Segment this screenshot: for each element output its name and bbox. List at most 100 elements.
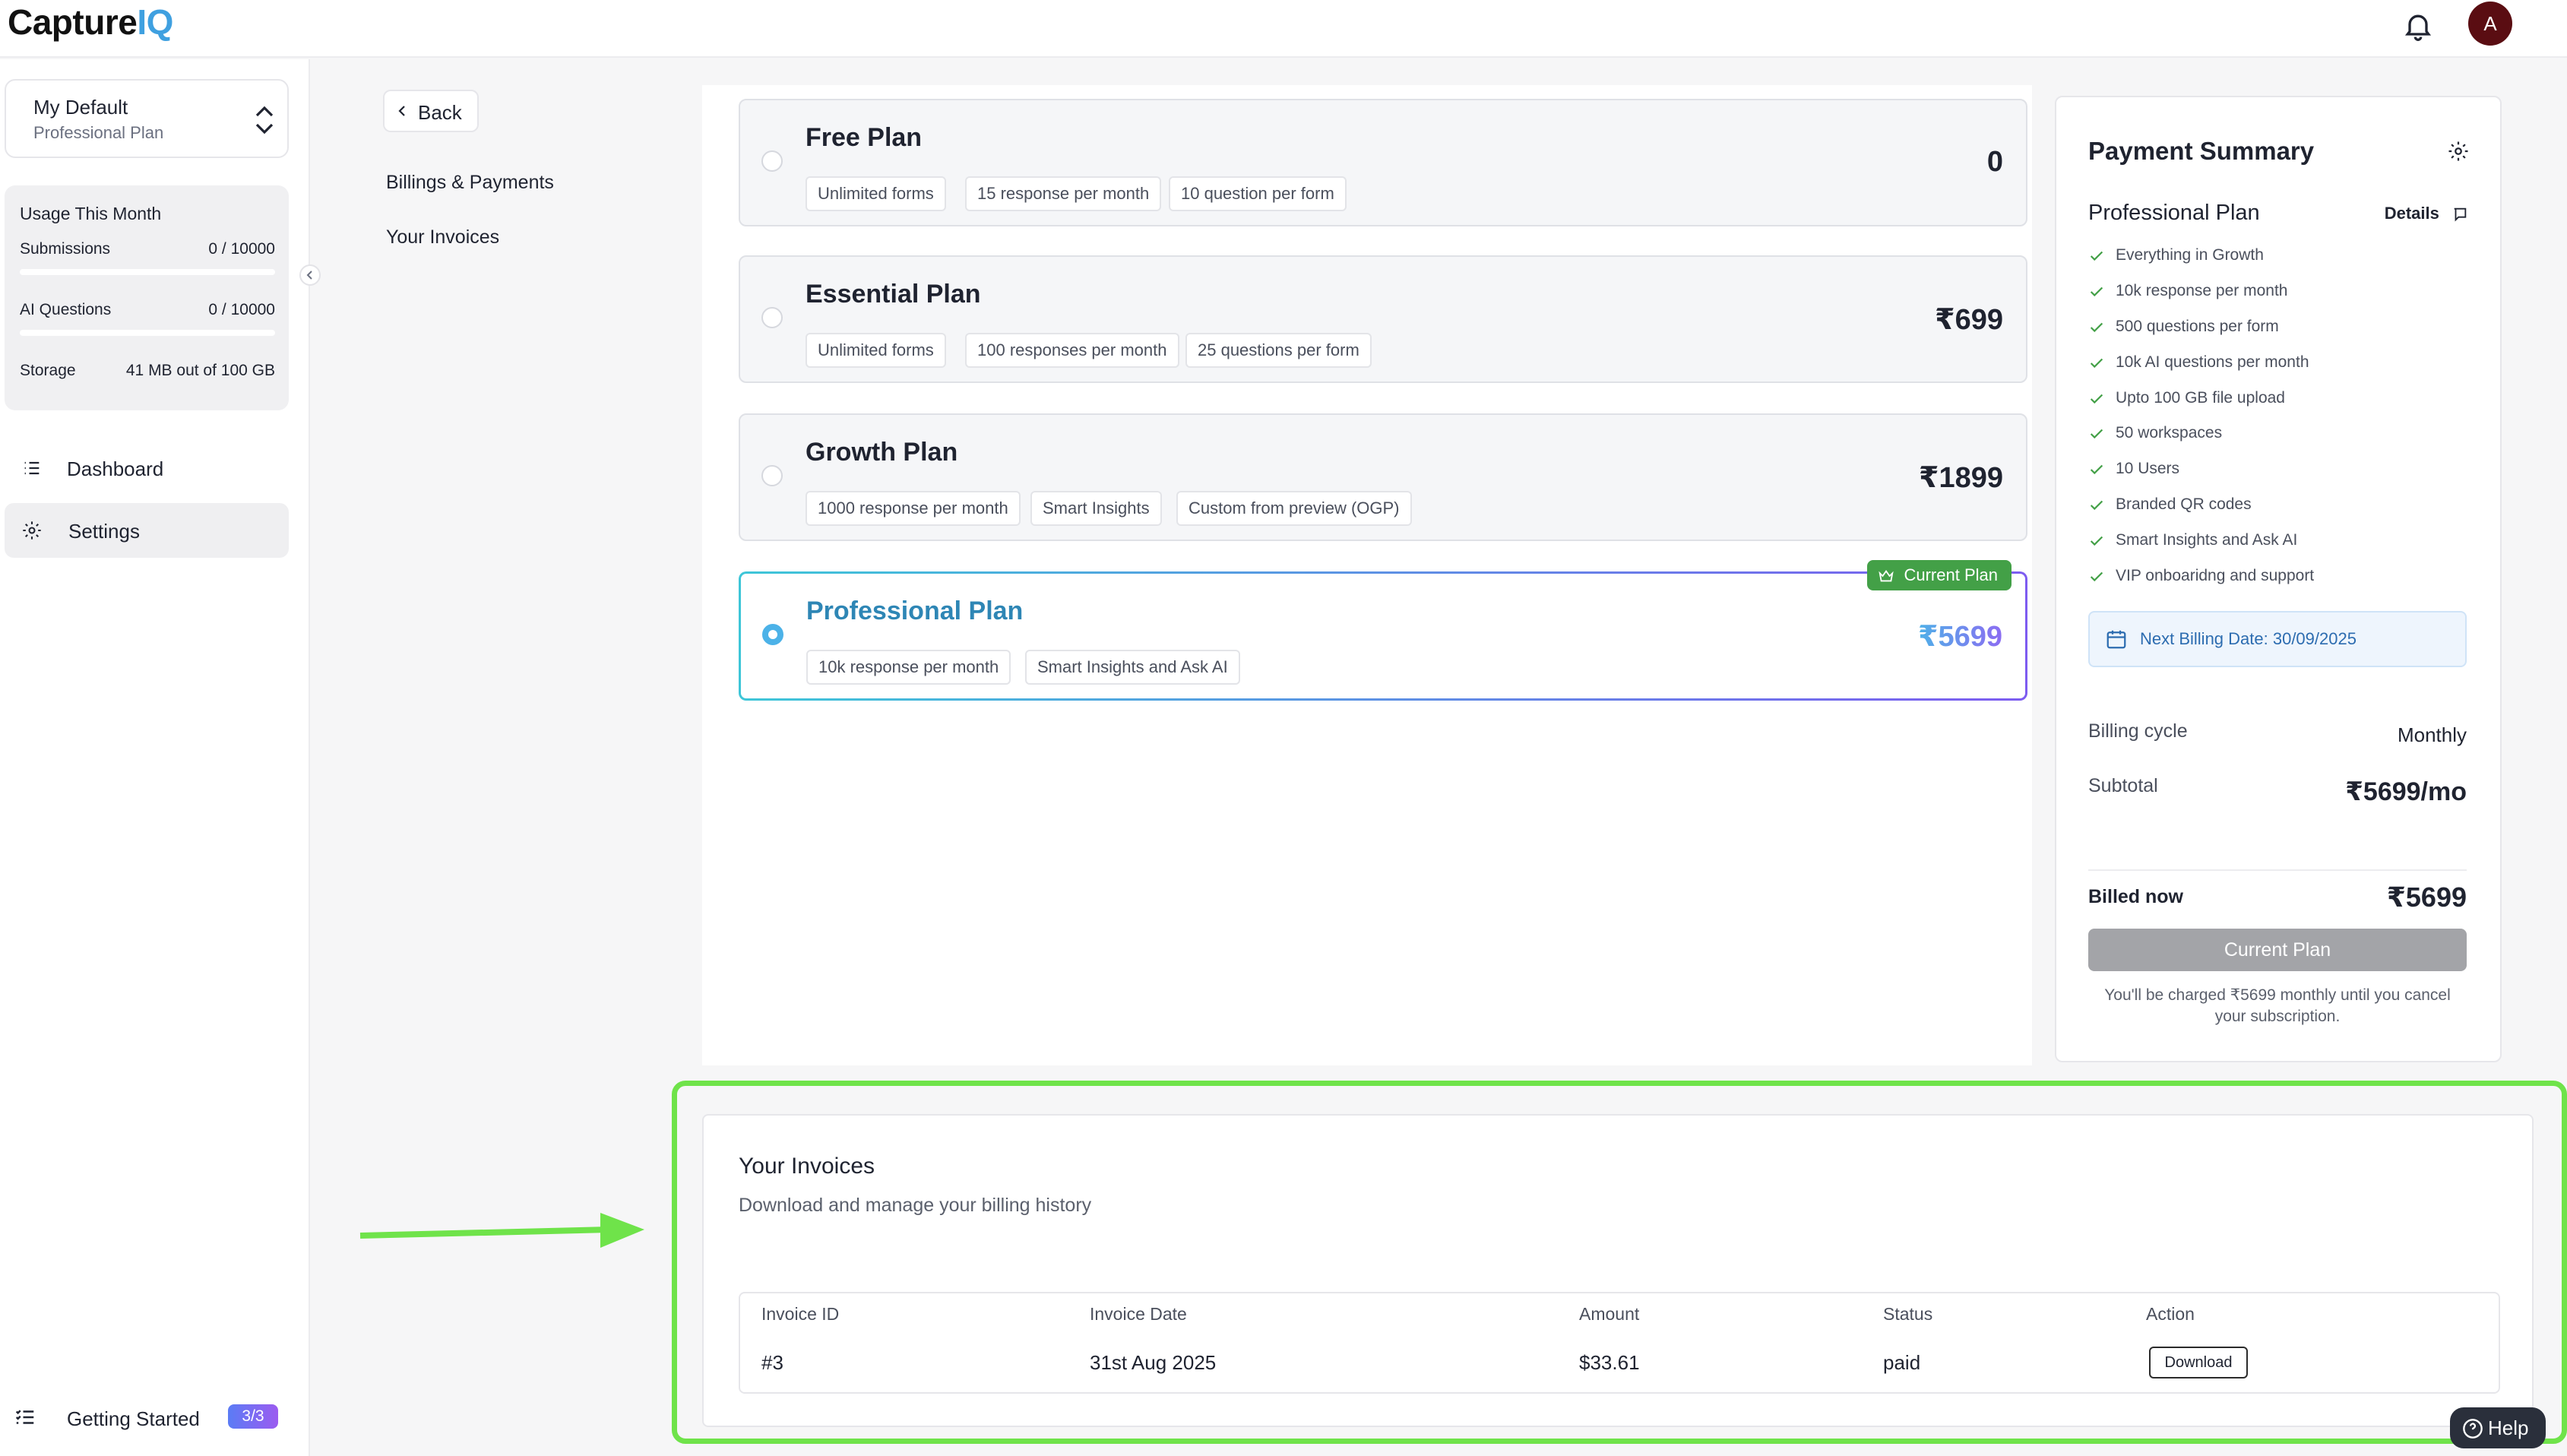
checklist-icon (15, 1410, 34, 1424)
invoice-date: 31st Aug 2025 (1090, 1351, 1217, 1374)
plan-radio[interactable] (761, 465, 783, 486)
getting-started-badge: 3/3 (228, 1404, 278, 1429)
usage-title: Usage This Month (20, 204, 162, 223)
plan-card-free[interactable]: Free Plan Unlimited forms 15 response pe… (739, 99, 2027, 226)
bell-icon[interactable] (2401, 9, 2435, 43)
usage-storage: Storage 41 MB out of 100 GB (20, 362, 275, 380)
check-icon (2090, 251, 2103, 261)
summary-divider (2088, 869, 2467, 871)
sidebar-collapse-button[interactable] (299, 264, 321, 286)
invoices-table: Invoice ID Invoice Date Amount Status Ac… (739, 1292, 2500, 1394)
plan-feature-chip: 1000 response per month (806, 491, 1021, 526)
getting-started[interactable]: Getting Started 3/3 (11, 1400, 299, 1438)
invoice-status: paid (1883, 1351, 1921, 1374)
back-label: Back (418, 101, 462, 124)
plan-feature-chip: Unlimited forms (806, 333, 946, 368)
check-icon (2090, 500, 2103, 511)
help-label: Help (2488, 1416, 2529, 1439)
gear-icon[interactable] (2447, 140, 2470, 163)
highlight-box (672, 1081, 2567, 1444)
plan-feature-chip: 10 question per form (1169, 176, 1347, 211)
back-button[interactable]: Back (383, 90, 479, 132)
check-icon (2090, 464, 2103, 475)
check-icon (2090, 571, 2103, 582)
check-icon (2090, 429, 2103, 439)
nav-settings-label: Settings (68, 520, 140, 543)
plan-price: ₹1899 (1919, 462, 2003, 494)
details-label: Details (2384, 204, 2439, 223)
storage-value: 41 MB out of 100 GB (125, 362, 275, 379)
plan-feature-chip: 15 response per month (965, 176, 1162, 211)
billing-cycle-label: Billing cycle (2088, 720, 2188, 742)
invoices-card: Your Invoices Download and manage your b… (702, 1114, 2534, 1427)
external-icon (2454, 207, 2467, 222)
plan-name: Essential Plan (806, 280, 981, 309)
payment-summary-title: Payment Summary (2088, 137, 2315, 165)
help-button[interactable]: Help (2450, 1407, 2546, 1448)
billed-now-value: ₹5699 (2386, 882, 2467, 913)
col-action: Action (2146, 1304, 2195, 1324)
usage-ai: AI Questions 0 / 10000 (20, 301, 275, 319)
chevron-updown-icon (255, 106, 274, 135)
plan-feature-chip: Smart Insights (1030, 491, 1162, 526)
submissions-label: Submissions (20, 240, 111, 258)
top-bar: CaptureIQ A (0, 0, 2567, 58)
next-billing-label: Next Billing Date: 30/09/2025 (2140, 629, 2357, 648)
current-plan-badge: Current Plan (1867, 560, 2012, 590)
invoices-subtitle: Download and manage your billing history (739, 1195, 1092, 1216)
chevron-left-icon (306, 271, 312, 280)
check-icon (2090, 358, 2103, 369)
user-avatar[interactable]: A (2468, 2, 2512, 46)
calendar-icon (2106, 630, 2126, 649)
plan-feature-chip: Smart Insights and Ask AI (1025, 650, 1240, 685)
summary-plan-name: Professional Plan (2088, 201, 2260, 225)
billed-now-label: Billed now (2088, 886, 2183, 907)
workspace-switcher[interactable]: My Default Professional Plan (5, 79, 289, 158)
plan-radio-selected[interactable] (762, 624, 783, 645)
invoice-amount: $33.61 (1579, 1351, 1640, 1374)
plan-feature-chip: Unlimited forms (806, 176, 946, 211)
chevron-left-icon (398, 106, 405, 116)
download-button[interactable]: Download (2149, 1347, 2248, 1378)
nav-dashboard[interactable]: Dashboard (5, 441, 289, 495)
plan-card-professional[interactable]: Professional Plan 10k response per month… (739, 560, 2027, 701)
question-icon (2463, 1419, 2483, 1439)
plan-radio[interactable] (761, 307, 783, 328)
plan-feature-chip: Custom from preview (OGP) (1176, 491, 1412, 526)
billing-cycle-value: Monthly (2397, 723, 2467, 746)
invoice-id: #3 (761, 1351, 783, 1374)
plan-name: Free Plan (806, 123, 923, 152)
check-icon (2090, 394, 2103, 404)
plan-feature-chip: 25 questions per form (1185, 333, 1372, 368)
nav-settings[interactable]: Settings (5, 503, 289, 558)
plan-feature-chip: 100 responses per month (965, 333, 1179, 368)
next-billing-date: Next Billing Date: 30/09/2025 (2088, 611, 2467, 667)
ai-value: 0 / 10000 (208, 301, 275, 318)
usage-card: Usage This Month Submissions 0 / 10000 AI… (5, 185, 289, 410)
subnav-invoices[interactable]: Your Invoices (386, 226, 500, 248)
plan-card-essential[interactable]: Essential Plan Unlimited forms 100 respo… (739, 255, 2027, 383)
plan-price: ₹5699 (1918, 621, 2002, 653)
getting-started-label: Getting Started (67, 1407, 200, 1430)
gear-icon (23, 521, 41, 540)
submissions-value: 0 / 10000 (208, 240, 275, 258)
subnav-billings[interactable]: Billings & Payments (386, 172, 554, 193)
list-icon (24, 461, 40, 475)
arrow-annotation-icon (359, 1213, 644, 1248)
workspace-plan: Professional Plan (33, 123, 164, 142)
check-icon (2090, 286, 2103, 297)
current-plan-button[interactable]: Current Plan (2088, 929, 2467, 971)
ai-label: AI Questions (20, 301, 112, 318)
payment-summary: Payment Summary Professional Plan Detail… (2055, 96, 2502, 1062)
check-icon (2090, 322, 2103, 333)
plan-radio[interactable] (761, 150, 783, 172)
app-logo[interactable]: CaptureIQ (8, 2, 173, 42)
submissions-bar (20, 269, 275, 275)
plan-price: ₹699 (1935, 304, 2003, 336)
workspace-name: My Default (33, 96, 128, 119)
invoices-title: Your Invoices (739, 1154, 875, 1179)
details-link[interactable]: Details (2385, 204, 2468, 223)
col-amount: Amount (1579, 1304, 1640, 1324)
plan-card-growth[interactable]: Growth Plan 1000 response per month Smar… (739, 413, 2027, 541)
plan-name: Professional Plan (806, 597, 1024, 625)
